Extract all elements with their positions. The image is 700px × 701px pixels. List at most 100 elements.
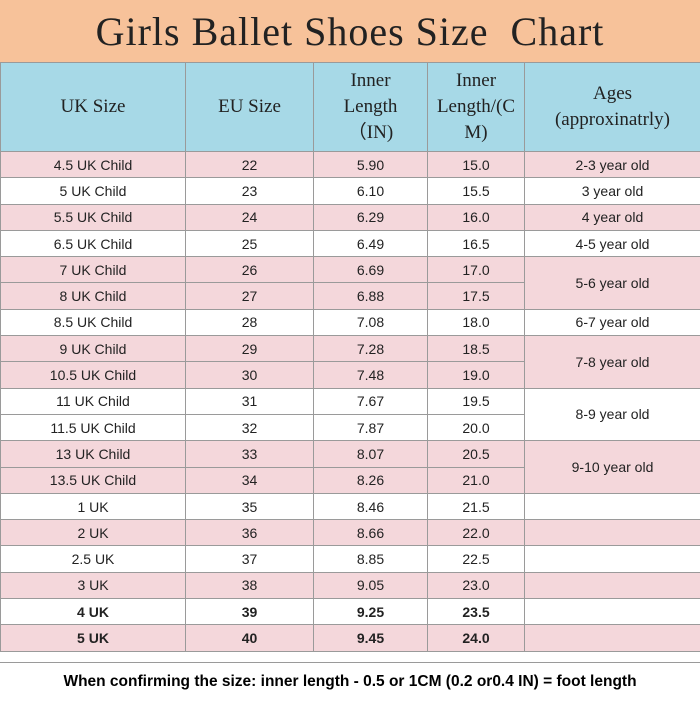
inner-cm-cell: 18.0 (428, 309, 525, 335)
inner-cm-cell: 24.0 (428, 625, 525, 651)
age-cell: 8-9 year old (525, 388, 700, 441)
uk-size-cell: 9 UK Child (1, 336, 186, 362)
uk-size-cell: 13 UK Child (1, 441, 186, 467)
size-chart-table: UK Size EU Size Inner Length （IN) Inner … (0, 62, 700, 652)
eu-size-cell: 37 (186, 546, 314, 572)
page-title: Girls Ballet Shoes Size Chart (96, 8, 605, 55)
inner-cm-cell: 21.0 (428, 467, 525, 493)
uk-size-cell: 5 UK Child (1, 178, 186, 204)
uk-size-cell: 13.5 UK Child (1, 467, 186, 493)
age-cell (525, 520, 700, 546)
inner-cm-cell: 15.5 (428, 178, 525, 204)
inner-in-cell: 8.46 (314, 493, 428, 519)
eu-size-cell: 34 (186, 467, 314, 493)
age-cell: 6-7 year old (525, 309, 700, 335)
table-row: 5 UK Child 23 6.10 15.5 3 year old (1, 178, 700, 204)
table-row: 7 UK Child 26 6.69 17.0 5-6 year old (1, 257, 700, 283)
header-inner-in-line-3: （IN) (314, 120, 427, 146)
inner-cm-cell: 20.0 (428, 414, 525, 440)
uk-size-cell: 11 UK Child (1, 388, 186, 414)
inner-cm-cell: 16.0 (428, 204, 525, 230)
table-row: 5.5 UK Child 24 6.29 16.0 4 year old (1, 204, 700, 230)
inner-in-cell: 7.48 (314, 362, 428, 388)
inner-in-cell: 9.05 (314, 572, 428, 598)
header-inner-cm-line-2: Length/(C (428, 94, 524, 120)
inner-cm-cell: 19.0 (428, 362, 525, 388)
header-eu-size: EU Size (186, 63, 314, 152)
uk-size-cell: 1 UK (1, 493, 186, 519)
inner-in-cell: 6.49 (314, 230, 428, 256)
uk-size-cell: 4.5 UK Child (1, 152, 186, 178)
inner-in-cell: 8.66 (314, 520, 428, 546)
age-cell: 4 year old (525, 204, 700, 230)
eu-size-cell: 26 (186, 257, 314, 283)
inner-in-cell: 5.90 (314, 152, 428, 178)
table-row: 2.5 UK 37 8.85 22.5 (1, 546, 700, 572)
inner-in-cell: 9.45 (314, 625, 428, 651)
inner-cm-cell: 23.0 (428, 572, 525, 598)
inner-cm-cell: 23.5 (428, 599, 525, 625)
eu-size-cell: 24 (186, 204, 314, 230)
inner-in-cell: 6.88 (314, 283, 428, 309)
header-uk-size: UK Size (1, 63, 186, 152)
header-ages-line-2: (approxinatrly) (525, 107, 700, 133)
eu-size-cell: 30 (186, 362, 314, 388)
inner-in-cell: 8.26 (314, 467, 428, 493)
inner-in-cell: 8.85 (314, 546, 428, 572)
header-ages: Ages (approxinatrly) (525, 63, 700, 152)
header-inner-in-line-1: Inner (314, 68, 427, 94)
eu-size-cell: 35 (186, 493, 314, 519)
inner-cm-cell: 21.5 (428, 493, 525, 519)
inner-in-cell: 6.10 (314, 178, 428, 204)
inner-cm-cell: 22.5 (428, 546, 525, 572)
inner-in-cell: 7.67 (314, 388, 428, 414)
table-header-row: UK Size EU Size Inner Length （IN) Inner … (1, 63, 700, 152)
age-cell: 9-10 year old (525, 441, 700, 494)
header-inner-length-in: Inner Length （IN) (314, 63, 428, 152)
inner-cm-cell: 20.5 (428, 441, 525, 467)
inner-cm-cell: 15.0 (428, 152, 525, 178)
age-cell (525, 599, 700, 625)
table-row: 3 UK 38 9.05 23.0 (1, 572, 700, 598)
uk-size-cell: 5 UK (1, 625, 186, 651)
uk-size-cell: 2 UK (1, 520, 186, 546)
header-inner-in-line-2: Length (314, 94, 427, 120)
header-inner-length-cm: Inner Length/(C M) (428, 63, 525, 152)
eu-size-cell: 38 (186, 572, 314, 598)
inner-cm-cell: 16.5 (428, 230, 525, 256)
header-inner-cm-line-3: M) (428, 120, 524, 146)
age-cell (525, 625, 700, 651)
inner-in-cell: 9.25 (314, 599, 428, 625)
inner-cm-cell: 18.5 (428, 336, 525, 362)
eu-size-cell: 22 (186, 152, 314, 178)
inner-in-cell: 6.69 (314, 257, 428, 283)
age-cell (525, 572, 700, 598)
age-cell: 3 year old (525, 178, 700, 204)
eu-size-cell: 27 (186, 283, 314, 309)
eu-size-cell: 25 (186, 230, 314, 256)
table-row: 8.5 UK Child 28 7.08 18.0 6-7 year old (1, 309, 700, 335)
inner-cm-cell: 17.5 (428, 283, 525, 309)
uk-size-cell: 2.5 UK (1, 546, 186, 572)
table-row: 9 UK Child 29 7.28 18.5 7-8 year old (1, 336, 700, 362)
inner-cm-cell: 19.5 (428, 388, 525, 414)
age-cell (525, 546, 700, 572)
inner-in-cell: 7.87 (314, 414, 428, 440)
footer-text: When confirming the size: inner length -… (63, 673, 636, 691)
uk-size-cell: 8 UK Child (1, 283, 186, 309)
eu-size-cell: 39 (186, 599, 314, 625)
eu-size-cell: 28 (186, 309, 314, 335)
eu-size-cell: 23 (186, 178, 314, 204)
age-cell: 7-8 year old (525, 336, 700, 389)
inner-in-cell: 7.28 (314, 336, 428, 362)
eu-size-cell: 33 (186, 441, 314, 467)
uk-size-cell: 5.5 UK Child (1, 204, 186, 230)
inner-cm-cell: 17.0 (428, 257, 525, 283)
uk-size-cell: 8.5 UK Child (1, 309, 186, 335)
age-cell (525, 493, 700, 519)
inner-cm-cell: 22.0 (428, 520, 525, 546)
uk-size-cell: 7 UK Child (1, 257, 186, 283)
footer-note: When confirming the size: inner length -… (0, 662, 700, 701)
age-cell: 5-6 year old (525, 257, 700, 310)
eu-size-cell: 36 (186, 520, 314, 546)
